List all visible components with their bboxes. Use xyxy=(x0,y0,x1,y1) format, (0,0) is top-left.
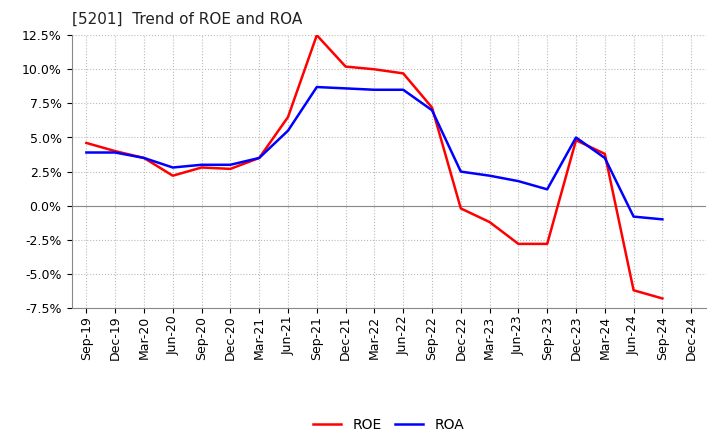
ROE xyxy=(82,140,91,146)
ROE xyxy=(514,241,523,246)
ROA xyxy=(140,155,148,161)
ROE xyxy=(543,241,552,246)
ROA xyxy=(572,135,580,140)
ROA xyxy=(428,107,436,113)
ROA xyxy=(485,173,494,178)
ROE xyxy=(168,173,177,178)
ROA xyxy=(226,162,235,167)
ROA xyxy=(600,155,609,161)
Legend: ROE, ROA: ROE, ROA xyxy=(308,412,469,437)
ROE xyxy=(255,155,264,161)
ROA xyxy=(658,217,667,222)
ROE xyxy=(629,288,638,293)
ROA xyxy=(312,84,321,90)
ROA xyxy=(370,87,379,92)
ROE xyxy=(428,105,436,110)
Line: ROA: ROA xyxy=(86,87,662,220)
ROE xyxy=(140,155,148,161)
ROA xyxy=(341,86,350,91)
ROA xyxy=(514,179,523,184)
ROE xyxy=(312,33,321,38)
ROE xyxy=(658,296,667,301)
ROA xyxy=(284,128,292,133)
ROE xyxy=(600,151,609,157)
Line: ROE: ROE xyxy=(86,35,662,298)
Text: [5201]  Trend of ROE and ROA: [5201] Trend of ROE and ROA xyxy=(72,12,302,27)
ROE xyxy=(456,206,465,211)
ROE xyxy=(197,165,206,170)
ROE xyxy=(226,166,235,172)
ROA xyxy=(255,155,264,161)
ROE xyxy=(341,64,350,69)
ROA xyxy=(399,87,408,92)
ROA xyxy=(456,169,465,174)
ROA xyxy=(629,214,638,219)
ROE xyxy=(370,66,379,72)
ROE xyxy=(572,138,580,143)
ROE xyxy=(485,220,494,225)
ROA xyxy=(197,162,206,167)
ROA xyxy=(82,150,91,155)
ROE xyxy=(284,114,292,120)
ROA xyxy=(543,187,552,192)
ROA xyxy=(168,165,177,170)
ROE xyxy=(111,149,120,154)
ROA xyxy=(111,150,120,155)
ROE xyxy=(399,71,408,76)
